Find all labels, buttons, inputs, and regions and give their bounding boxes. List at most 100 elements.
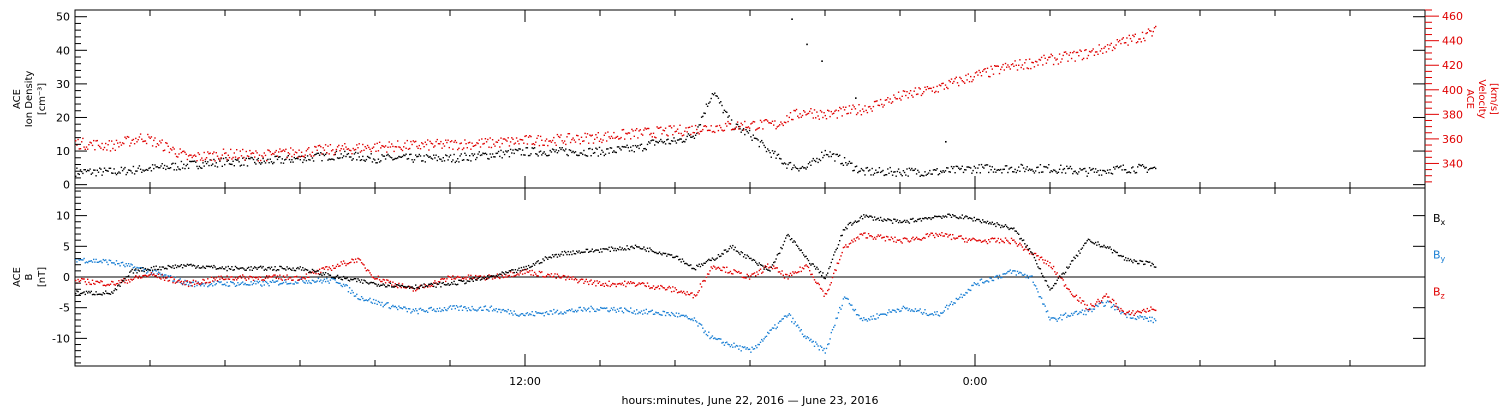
ion-density-point (627, 146, 629, 149)
velocity-point (458, 147, 460, 149)
ion-density-point (87, 169, 89, 171)
by-point (825, 347, 828, 350)
bx-point (690, 264, 692, 266)
bz-point (435, 282, 437, 284)
ion-density-point (853, 169, 855, 172)
velocity-point (817, 115, 819, 117)
ion-density-point (1019, 170, 1021, 172)
ion-density-point (604, 153, 607, 155)
bx-point (800, 249, 802, 251)
by-point (798, 326, 800, 329)
velocity-point (578, 138, 580, 141)
velocity-point (167, 145, 169, 147)
bx-point (805, 255, 807, 257)
velocity-point (971, 80, 973, 83)
by-point (475, 309, 477, 311)
by-point (281, 282, 283, 285)
bz-point (571, 278, 573, 280)
by-point (903, 306, 906, 309)
ion-density-point (612, 151, 614, 153)
velocity-point (117, 142, 119, 144)
ion-density-point (273, 161, 275, 164)
bx-point (903, 219, 906, 222)
velocity-point (243, 156, 245, 159)
velocity-point (863, 110, 865, 113)
bx-point (579, 252, 581, 254)
bz-point (889, 239, 891, 241)
bx-point (473, 277, 476, 279)
bx-point (421, 284, 423, 286)
bz-point (275, 277, 277, 279)
velocity-point (728, 122, 730, 125)
bz-point (198, 283, 201, 286)
by-point (395, 306, 398, 309)
bz-point (536, 275, 538, 277)
bx-point (858, 220, 860, 222)
velocity-point (715, 125, 717, 128)
velocity-point (332, 149, 334, 151)
velocity-point (875, 100, 877, 103)
by-point (588, 307, 590, 309)
ion-density-point (675, 142, 678, 144)
ion-density-point (977, 167, 979, 169)
velocity-point (362, 143, 364, 146)
bz-point (485, 277, 488, 280)
bz-point (941, 232, 943, 234)
by-point (341, 285, 344, 288)
ion-density-point (76, 167, 78, 169)
bz-point (411, 287, 413, 289)
bz-point (148, 274, 150, 276)
by-point (1033, 284, 1036, 286)
by-point (586, 308, 589, 310)
bx-point (973, 216, 975, 219)
bz-point (299, 276, 301, 278)
bx-point (1099, 246, 1102, 248)
velocity-point (262, 156, 264, 158)
bz-point (338, 265, 340, 267)
bz-point (1009, 242, 1011, 245)
velocity-point (195, 155, 197, 157)
velocity-point (944, 84, 947, 86)
bz-point (401, 283, 404, 285)
bx-point (129, 271, 131, 273)
ion-density-point (711, 93, 714, 95)
velocity-point (530, 135, 532, 138)
velocity-point (299, 156, 301, 158)
by-point (1076, 313, 1079, 316)
ion-density-point (397, 157, 399, 159)
ion-density-point (250, 156, 252, 159)
ion-density-point (955, 165, 957, 167)
velocity-point (797, 115, 799, 117)
ion-density-point (216, 166, 219, 168)
by-point (896, 308, 899, 310)
bz-point (1036, 255, 1038, 257)
by-point (835, 317, 837, 320)
bx-point (930, 218, 932, 221)
velocity-point (1063, 51, 1066, 53)
by-point (895, 311, 897, 313)
ion-density-point (410, 153, 412, 155)
by-point (252, 282, 255, 285)
velocity-point (473, 145, 476, 147)
by-point (613, 306, 615, 309)
bx-point (431, 283, 434, 285)
bz-point (978, 239, 980, 241)
ion-density-point (803, 167, 805, 169)
bx-point (837, 244, 840, 246)
density-tick-label: 30 (56, 78, 70, 91)
by-point (351, 289, 353, 292)
bx-point (1123, 259, 1126, 261)
bz-point (475, 274, 477, 277)
ion-density-point (937, 174, 939, 176)
velocity-point (803, 110, 805, 112)
velocity-point (563, 140, 566, 142)
by-point (370, 301, 372, 303)
bx-point (988, 223, 990, 225)
bz-point (728, 271, 730, 274)
bx-point (411, 286, 413, 288)
velocity-point (1139, 38, 1141, 40)
by-point (519, 314, 521, 316)
by-point (215, 283, 217, 285)
bx-point (291, 269, 293, 271)
bx-point (666, 255, 668, 257)
